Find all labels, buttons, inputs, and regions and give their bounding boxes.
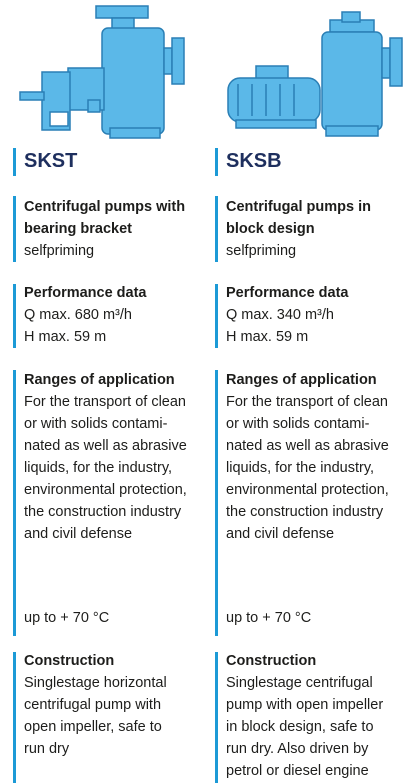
application-line: the construction industry: [24, 504, 182, 520]
accent-bar: [13, 148, 16, 176]
accent-bar: [13, 370, 16, 636]
construction-line: run dry. Also driven by: [226, 741, 369, 757]
construction-line: centrifugal pump with: [24, 697, 162, 713]
construction-line: petrol or diesel engine: [226, 763, 369, 779]
section-heading: Ranges of application: [24, 372, 175, 388]
accent-bar: [215, 148, 218, 176]
application-line: liquids, for the industry,: [24, 460, 173, 476]
application-line: liquids, for the industry,: [226, 460, 375, 476]
description-title: Centrifugal pumps with: [24, 199, 186, 215]
pump-skst: [19, 5, 185, 139]
accent-bar: [215, 196, 218, 262]
performance-line: H max. 59 m: [24, 329, 107, 345]
construction-line: in block design, safe to: [226, 719, 374, 735]
performance-line: Q max. 680 m³/h: [24, 307, 132, 323]
model-title: SKSB: [226, 150, 282, 172]
section-heading: Construction: [226, 653, 317, 669]
application-line: environmental protection,: [226, 482, 389, 498]
accent-bar: [215, 652, 218, 783]
pump-illustrations: [19, 5, 403, 139]
description-title: bearing bracket: [24, 221, 132, 237]
application-line: or with solids contami-: [226, 416, 370, 432]
pump-sksb: [227, 11, 403, 137]
application-line: nated as well as abrasive: [24, 438, 187, 454]
construction-line: Singlestage horizontal: [24, 675, 167, 691]
temperature: up to + 70 °C: [226, 610, 312, 626]
section-heading: Construction: [24, 653, 115, 669]
application-line: the construction industry: [226, 504, 384, 520]
performance-line: H max. 59 m: [226, 329, 309, 345]
temperature: up to + 70 °C: [24, 610, 110, 626]
application-line: or with solids contami-: [24, 416, 168, 432]
description-title: block design: [226, 221, 315, 237]
description-note: selfpriming: [226, 243, 297, 259]
performance-line: Q max. 340 m³/h: [226, 307, 334, 323]
accent-bar: [215, 370, 218, 636]
model-title: SKST: [24, 150, 78, 172]
accent-bar: [13, 284, 16, 348]
application-line: and civil defense: [24, 526, 133, 542]
construction-line: pump with open impeller: [226, 697, 384, 713]
section-heading: Ranges of application: [226, 372, 377, 388]
construction-line: run dry: [24, 741, 70, 757]
construction-line: Singlestage centrifugal: [226, 675, 373, 691]
accent-bar: [13, 652, 16, 783]
application-line: For the transport of clean: [226, 394, 388, 410]
accent-bar: [13, 196, 16, 262]
description-title: Centrifugal pumps in: [226, 199, 371, 215]
accent-bar: [215, 284, 218, 348]
section-heading: Performance data: [24, 285, 147, 301]
construction-line: open impeller, safe to: [24, 719, 162, 735]
description-note: selfpriming: [24, 243, 95, 259]
application-line: For the transport of clean: [24, 394, 186, 410]
section-heading: Performance data: [226, 285, 349, 301]
application-line: nated as well as abrasive: [226, 438, 389, 454]
application-line: and civil defense: [226, 526, 335, 542]
application-line: environmental protection,: [24, 482, 187, 498]
